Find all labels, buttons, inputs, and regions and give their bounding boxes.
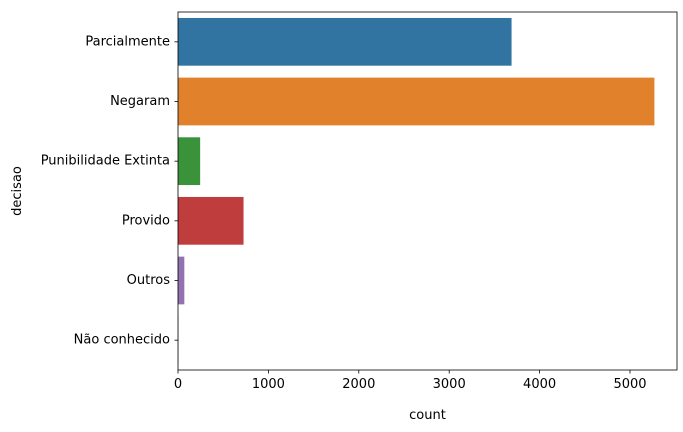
- y-tick-label: Não conhecido: [74, 333, 170, 348]
- bar-1: [178, 77, 655, 126]
- x-tick-label: 1000: [252, 377, 285, 392]
- y-axis-label: decisao: [10, 166, 25, 216]
- y-axis-ticks: Parcialmente Negaram Punibilidade Extinta P…: [41, 34, 178, 348]
- x-axis-ticks: 0 1000 2000 3000 4000 5000: [174, 370, 647, 392]
- y-tick-label: Negaram: [110, 94, 170, 109]
- y-tick-label: Parcialmente: [85, 34, 170, 49]
- x-tick-label: 4000: [523, 377, 556, 392]
- y-tick-label: Provido: [122, 213, 170, 228]
- y-tick-label: Punibilidade Extinta: [41, 154, 170, 169]
- bar-0: [178, 17, 512, 66]
- bars-group: [178, 17, 655, 365]
- x-tick-label: 2000: [342, 377, 375, 392]
- x-tick-label: 0: [174, 377, 182, 392]
- x-tick-label: 3000: [433, 377, 466, 392]
- x-axis-label: count: [409, 408, 446, 423]
- bar-3: [178, 196, 244, 245]
- y-tick-label: Outros: [127, 273, 171, 288]
- bar-4: [178, 256, 185, 305]
- bar-2: [178, 137, 201, 186]
- x-tick-label: 5000: [613, 377, 646, 392]
- plot-frame: [177, 11, 678, 371]
